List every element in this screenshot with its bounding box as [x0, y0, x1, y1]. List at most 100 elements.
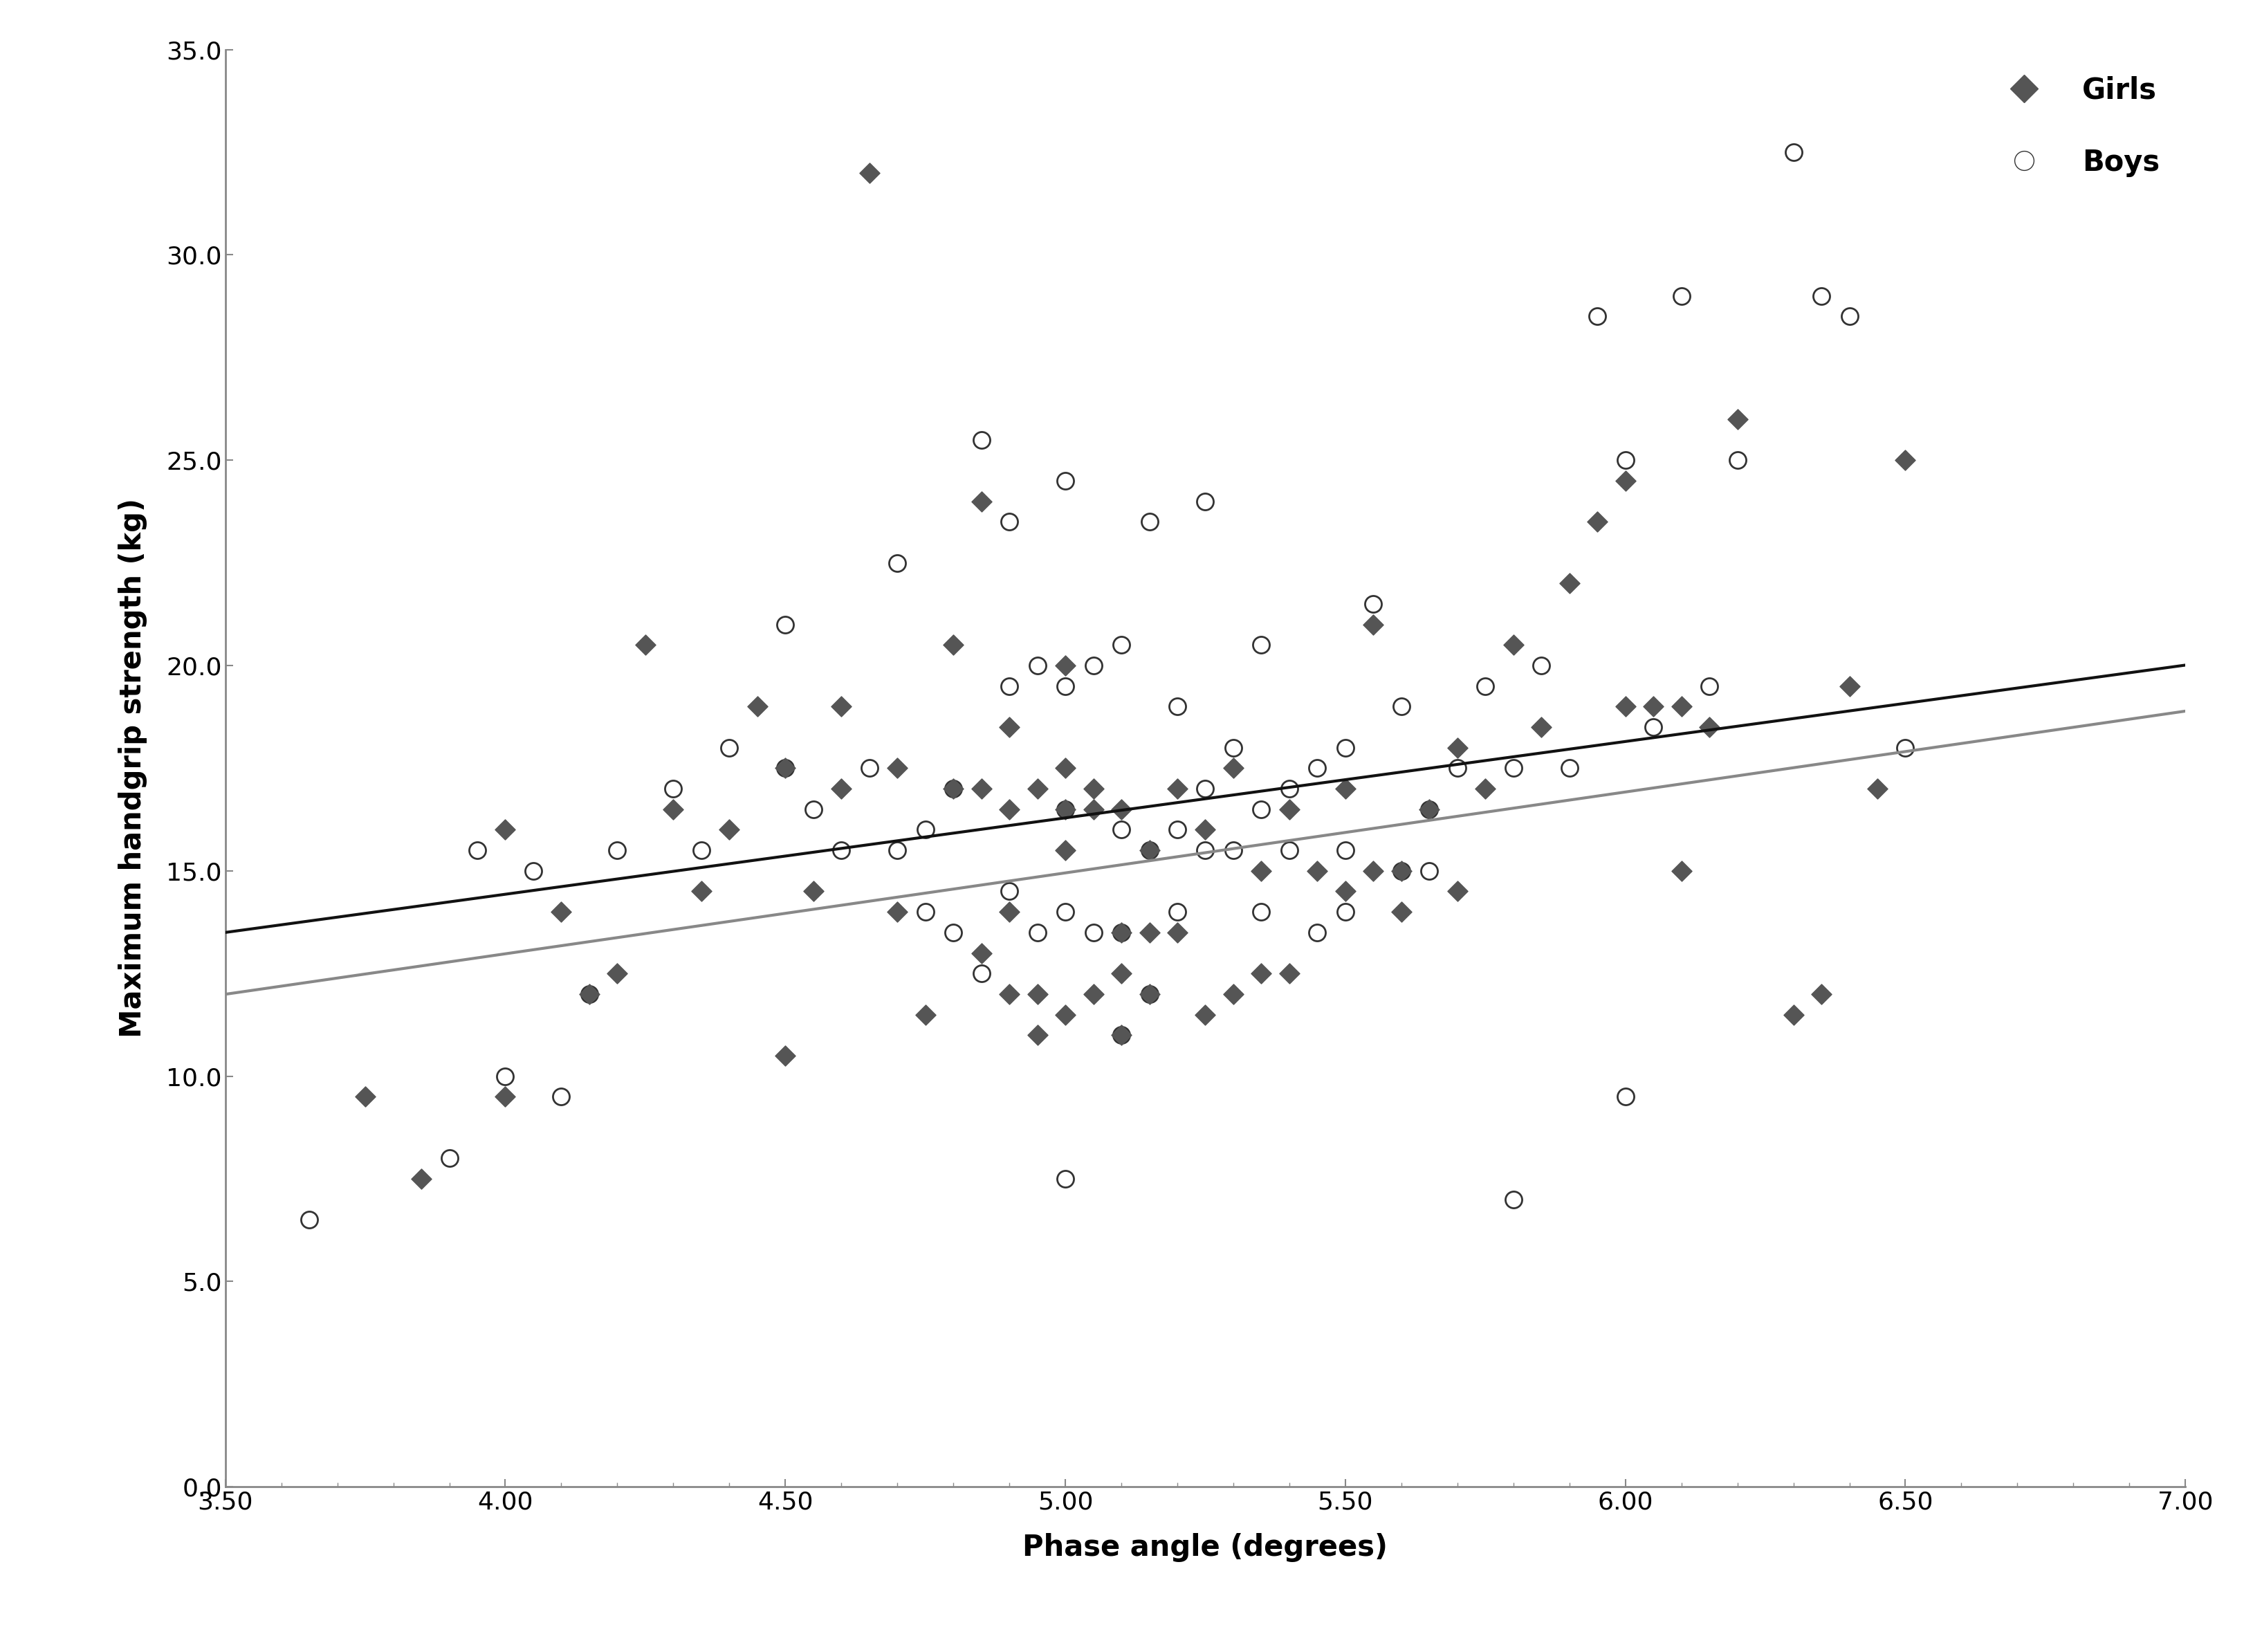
Point: [1300, 919, 1336, 945]
Point: [879, 755, 915, 781]
Point: [879, 838, 915, 864]
Point: [1244, 796, 1280, 823]
Point: [991, 672, 1027, 699]
Point: [1606, 694, 1642, 720]
Point: [1187, 775, 1223, 801]
Point: [656, 796, 692, 823]
Point: [1131, 981, 1167, 1008]
Point: [1271, 838, 1307, 864]
Point: [656, 775, 692, 801]
Point: [768, 1042, 804, 1069]
Point: [964, 775, 1000, 801]
Point: [1160, 694, 1196, 720]
Point: [908, 899, 944, 925]
Point: [1104, 796, 1140, 823]
Point: [1383, 857, 1419, 884]
Point: [1327, 838, 1363, 864]
Point: [683, 879, 719, 905]
Point: [879, 550, 915, 577]
Point: [935, 775, 971, 801]
Point: [1327, 775, 1363, 801]
Point: [1104, 816, 1140, 843]
Point: [516, 857, 552, 884]
Point: [1048, 468, 1084, 494]
Point: [1606, 1084, 1642, 1110]
Point: [1300, 755, 1336, 781]
Point: [1187, 1001, 1223, 1028]
Point: [1410, 857, 1446, 884]
Point: [795, 879, 831, 905]
Point: [991, 981, 1027, 1008]
Point: [1523, 653, 1559, 679]
Point: [1356, 591, 1392, 618]
Point: [1719, 406, 1755, 433]
Point: [1160, 775, 1196, 801]
Point: [1131, 509, 1167, 535]
Point: [1104, 919, 1140, 945]
Point: [1104, 960, 1140, 986]
Point: [1018, 775, 1054, 801]
Point: [1663, 282, 1699, 309]
Point: [1048, 672, 1084, 699]
Point: [1327, 879, 1363, 905]
Point: [1579, 304, 1615, 330]
Point: [1075, 981, 1111, 1008]
Point: [1244, 631, 1280, 657]
Point: [852, 160, 888, 187]
X-axis label: Phase angle (degrees): Phase angle (degrees): [1023, 1533, 1388, 1561]
Point: [1775, 1001, 1811, 1028]
Point: [822, 694, 858, 720]
Point: [1719, 448, 1755, 474]
Point: [1663, 694, 1699, 720]
Point: [1131, 981, 1167, 1008]
Point: [991, 899, 1027, 925]
Point: [1048, 796, 1084, 823]
Point: [403, 1166, 439, 1193]
Point: [1214, 981, 1250, 1008]
Point: [964, 940, 1000, 966]
Point: [1187, 838, 1223, 864]
Point: [291, 1206, 327, 1232]
Point: [487, 816, 523, 843]
Point: [1048, 838, 1084, 864]
Point: [1356, 857, 1392, 884]
Point: [1131, 838, 1167, 864]
Point: [712, 735, 748, 762]
Legend: Girls, Boys: Girls, Boys: [1985, 64, 2172, 188]
Point: [1802, 282, 1838, 309]
Point: [1636, 694, 1672, 720]
Point: [768, 755, 804, 781]
Point: [908, 1001, 944, 1028]
Point: [1271, 960, 1307, 986]
Point: [1244, 899, 1280, 925]
Point: [1104, 1023, 1140, 1049]
Point: [1214, 838, 1250, 864]
Point: [1327, 899, 1363, 925]
Point: [1552, 755, 1588, 781]
Point: [1636, 714, 1672, 740]
Point: [1048, 1001, 1084, 1028]
Point: [1467, 775, 1503, 801]
Point: [1018, 919, 1054, 945]
Point: [1552, 570, 1588, 596]
Point: [1244, 960, 1280, 986]
Point: [964, 960, 1000, 986]
Point: [1440, 879, 1476, 905]
Point: [1018, 653, 1054, 679]
Point: [487, 1062, 523, 1089]
Point: [1467, 672, 1503, 699]
Point: [964, 426, 1000, 453]
Point: [935, 775, 971, 801]
Point: [1523, 714, 1559, 740]
Point: [1300, 857, 1336, 884]
Point: [487, 1084, 523, 1110]
Point: [1271, 796, 1307, 823]
Point: [879, 899, 915, 925]
Point: [1104, 1023, 1140, 1049]
Point: [1271, 775, 1307, 801]
Point: [1410, 796, 1446, 823]
Point: [347, 1084, 383, 1110]
Point: [1187, 816, 1223, 843]
Point: [1383, 857, 1419, 884]
Point: [1383, 694, 1419, 720]
